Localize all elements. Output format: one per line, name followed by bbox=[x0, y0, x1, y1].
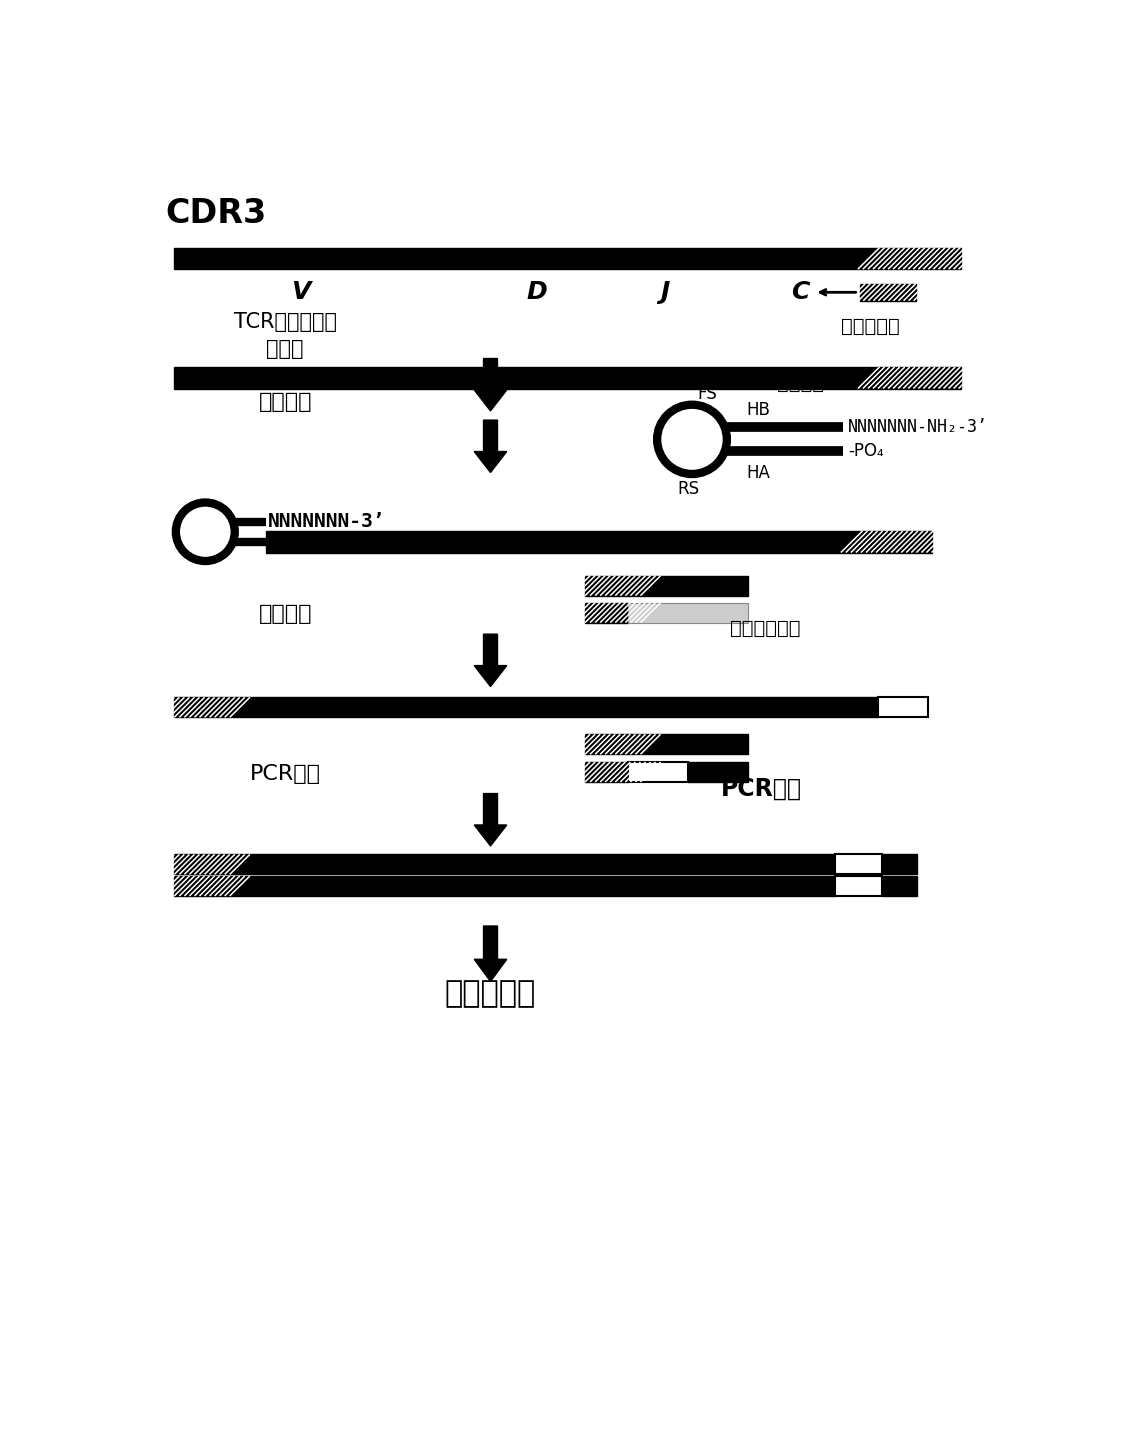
Text: 接头元件: 接头元件 bbox=[777, 375, 824, 394]
Text: HB: HB bbox=[746, 401, 770, 419]
Bar bbox=[861, 284, 916, 301]
Bar bbox=[585, 576, 628, 596]
Polygon shape bbox=[474, 926, 507, 981]
Bar bbox=[265, 531, 863, 553]
Bar bbox=[878, 698, 929, 717]
Bar bbox=[219, 698, 878, 717]
Text: TCR特异性引物: TCR特异性引物 bbox=[234, 311, 337, 332]
Text: V: V bbox=[291, 281, 311, 304]
Text: 靶向扩増引物: 靶向扩増引物 bbox=[730, 618, 801, 637]
Bar bbox=[863, 531, 932, 553]
Bar bbox=[688, 762, 747, 782]
Bar bbox=[882, 855, 916, 874]
Bar bbox=[585, 762, 628, 782]
Bar bbox=[219, 875, 836, 896]
Text: PCR扩増: PCR扩増 bbox=[249, 763, 321, 784]
Bar bbox=[628, 734, 747, 755]
Bar bbox=[175, 875, 219, 896]
Text: NNNNNNN-3’: NNNNNNN-3’ bbox=[268, 512, 386, 531]
Bar bbox=[585, 734, 628, 755]
Text: FS: FS bbox=[697, 385, 718, 403]
Bar bbox=[219, 855, 836, 874]
Bar bbox=[836, 875, 882, 896]
Text: CDR3: CDR3 bbox=[166, 196, 266, 230]
Polygon shape bbox=[474, 794, 507, 846]
Bar bbox=[628, 602, 747, 622]
Bar bbox=[628, 576, 747, 596]
Text: PCR引物: PCR引物 bbox=[721, 776, 802, 801]
Bar bbox=[880, 247, 960, 269]
Bar bbox=[836, 855, 882, 874]
Text: D: D bbox=[526, 281, 548, 304]
Polygon shape bbox=[474, 634, 507, 686]
Polygon shape bbox=[474, 420, 507, 473]
Bar bbox=[585, 602, 628, 622]
Text: 逆转录引物: 逆转录引物 bbox=[841, 317, 899, 336]
Text: NNNNNNN-NH₂-3’: NNNNNNN-NH₂-3’ bbox=[848, 419, 988, 436]
Text: -PO₄: -PO₄ bbox=[848, 442, 883, 461]
Text: J: J bbox=[660, 281, 669, 304]
Bar bbox=[175, 698, 219, 717]
Text: C: C bbox=[792, 281, 810, 304]
Bar bbox=[882, 875, 916, 896]
Text: 逆转录: 逆转录 bbox=[266, 339, 304, 359]
Bar bbox=[628, 762, 688, 782]
Bar bbox=[880, 366, 960, 388]
Bar bbox=[175, 855, 219, 874]
Text: 接头连接: 接头连接 bbox=[259, 393, 312, 413]
Text: 靶向扩増: 靶向扩増 bbox=[259, 605, 312, 624]
Bar bbox=[175, 366, 880, 388]
Bar bbox=[175, 247, 880, 269]
Text: 高通量测序: 高通量测序 bbox=[445, 979, 536, 1008]
Text: RS: RS bbox=[677, 480, 700, 499]
Polygon shape bbox=[474, 359, 507, 411]
Text: HA: HA bbox=[746, 464, 770, 481]
